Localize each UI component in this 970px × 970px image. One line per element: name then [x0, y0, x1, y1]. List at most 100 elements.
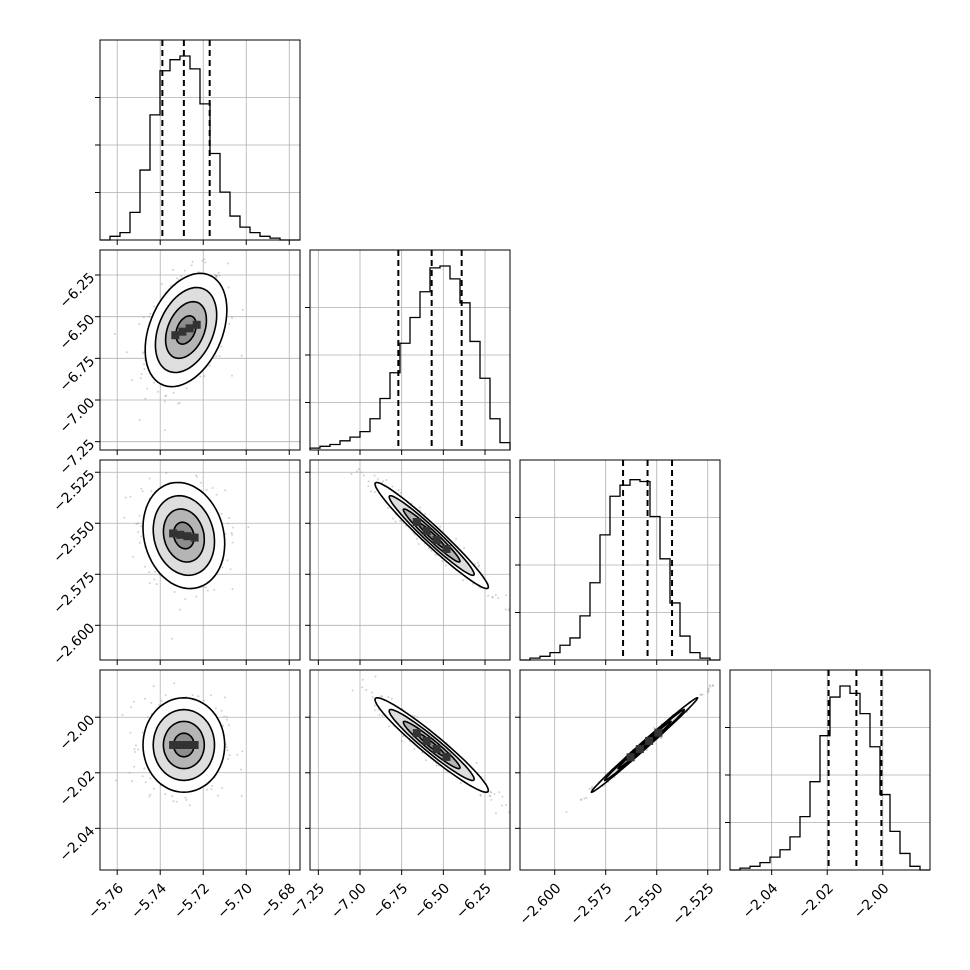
y-tick-label-p3: −2.525 [50, 467, 98, 515]
scatter-point [430, 549, 433, 552]
scatter-point [178, 401, 181, 404]
scatter-point [380, 695, 383, 698]
scatter-point [510, 811, 512, 813]
x-tick-label-p4: −2.00 [851, 880, 893, 922]
scatter-point [184, 598, 187, 601]
scatter-point [226, 749, 229, 752]
scatter-point [478, 564, 480, 567]
scatter-point [195, 595, 198, 598]
scatter-point [171, 637, 174, 640]
scatter-point [424, 512, 426, 515]
scatter-point [226, 559, 229, 562]
histogram-panel-1 [95, 39, 301, 241]
scatter-point [218, 355, 221, 358]
scatter-point [152, 787, 155, 790]
scatter-point [211, 785, 214, 787]
scatter-point [144, 781, 147, 784]
scatter-point [378, 714, 381, 716]
scatter-point [143, 565, 146, 568]
scatter-point [130, 780, 133, 783]
scatter-point [227, 724, 230, 727]
density-peak [192, 320, 201, 329]
panel-content [100, 670, 300, 870]
scatter-point [387, 696, 390, 699]
scatter-point [365, 689, 368, 691]
scatter-point [374, 490, 376, 493]
scatter-point [225, 743, 227, 746]
scatter-point [164, 429, 166, 432]
panel-frame [99, 669, 301, 871]
scatter-point [203, 375, 206, 378]
scatter-point [220, 345, 223, 348]
scatter-point [152, 685, 155, 688]
histogram-panel-3 [515, 459, 721, 661]
scatter-point [232, 526, 235, 529]
density-peak [442, 752, 451, 761]
scatter-point [220, 709, 223, 712]
scatter-point [148, 582, 151, 585]
scatter-point [137, 531, 140, 533]
scatter-point [367, 485, 370, 488]
density-peak [442, 545, 451, 553]
x-tick-label-p1: −5.76 [85, 880, 127, 922]
y-tick-label-p2: −7.25 [57, 437, 99, 479]
scatter-point [701, 693, 704, 696]
scatter-point [201, 259, 204, 262]
scatter-point [123, 516, 126, 519]
scatter-point [590, 787, 593, 790]
panel-frame [519, 459, 721, 661]
scatter-point [707, 687, 710, 690]
density-peak [183, 741, 192, 749]
density-peak [432, 745, 441, 753]
scatter-point [223, 715, 226, 718]
scatter-point [391, 517, 394, 520]
scatter-point [427, 547, 430, 550]
scatter-point [150, 490, 153, 493]
scatter-point [195, 474, 197, 477]
scatter-point [211, 487, 214, 489]
scatter-point [579, 799, 582, 801]
y-tick-label-p4: −2.02 [57, 768, 99, 810]
scatter-panel-4-1 [99, 669, 301, 871]
y-tick-label-p2: −6.75 [57, 353, 99, 395]
scatter-point [463, 547, 466, 550]
scatter-point [218, 274, 221, 277]
density-peak [176, 741, 185, 749]
scatter-point [149, 312, 152, 315]
scatter-point [206, 589, 209, 592]
scatter-point [377, 708, 380, 711]
scatter-point [143, 368, 146, 371]
scatter-point [215, 274, 218, 277]
scatter-point [360, 471, 363, 474]
scatter-point [224, 533, 227, 535]
histogram-panel-4 [725, 669, 931, 871]
scatter-point [228, 754, 231, 757]
scatter-point [505, 803, 508, 806]
density-peak [190, 741, 199, 749]
scatter-point [148, 315, 151, 318]
scatter-point [346, 455, 348, 457]
density-peak [412, 729, 421, 738]
density-peak [635, 745, 644, 754]
scatter-point [425, 759, 427, 762]
panel-frame [99, 249, 301, 451]
x-tick-label-p1: −5.70 [214, 880, 256, 922]
scatter-point [410, 502, 413, 505]
scatter-point [399, 519, 402, 522]
scatter-point [659, 736, 662, 739]
scatter-point [213, 274, 216, 276]
scatter-point [171, 795, 174, 798]
scatter-point [462, 579, 465, 582]
scatter-point [228, 517, 231, 520]
scatter-point [124, 496, 127, 499]
x-tick-label-p4: −2.04 [740, 880, 782, 922]
scatter-point [434, 553, 437, 556]
scatter-point [217, 271, 220, 274]
scatter-point [505, 594, 507, 597]
scatter-point [210, 788, 213, 791]
scatter-point [421, 751, 424, 754]
scatter-point [143, 363, 145, 366]
scatter-point [146, 716, 149, 719]
scatter-point [355, 470, 358, 473]
